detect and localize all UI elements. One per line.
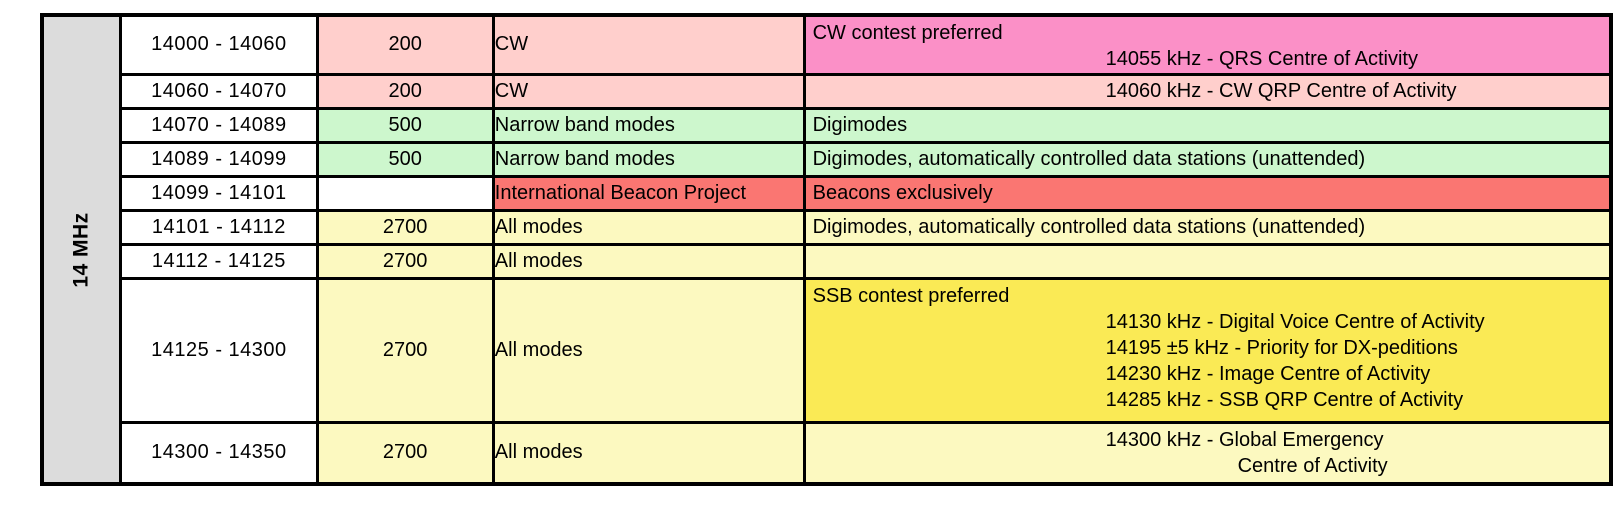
frequency-cell: 14112 - 14125: [119, 242, 319, 280]
table-row: 14089 - 14099 500 Narrow band modes Digimod…: [42, 140, 1613, 178]
bandwidth-cell: 200: [315, 72, 495, 110]
bandwidth-cell: 200: [315, 13, 495, 76]
mode-cell: All modes: [491, 420, 806, 486]
frequency-cell: 14070 - 14089: [119, 106, 319, 144]
table-row: 14101 - 14112 2700 All modes Digimodes, aut…: [42, 208, 1613, 246]
usage-cell: 14060 kHz - CW QRP Centre of Activity: [802, 72, 1613, 110]
bandwidth-cell: [315, 174, 495, 212]
table-row: 14099 - 14101 International Beacon Projec…: [42, 174, 1613, 212]
bandwidth-cell: 500: [315, 106, 495, 144]
usage-cell: Beacons exclusively: [802, 174, 1613, 212]
frequency-cell: 14089 - 14099: [119, 140, 319, 178]
mode-cell: Narrow band modes: [491, 140, 806, 178]
mode-cell: CW: [491, 72, 806, 110]
bandwidth-cell: 2700: [315, 208, 495, 246]
bandwidth-cell: 2700: [315, 242, 495, 280]
table-row: 14112 - 14125 2700 All modes: [42, 242, 1613, 280]
bandwidth-cell: 2700: [315, 420, 495, 486]
usage-cell: 14300 kHz - Global Emergency Centre of Ac…: [802, 420, 1613, 486]
mode-cell: All modes: [491, 208, 806, 246]
frequency-cell: 14099 - 14101: [119, 174, 319, 212]
mode-cell: All modes: [491, 276, 806, 424]
usage-centre-line: 14300 kHz - Global Emergency: [1105, 428, 1384, 451]
usage-centre-line: Centre of Activity: [1237, 454, 1388, 477]
usage-note: CW contest preferred: [812, 22, 1003, 44]
usage-centre-line: 14230 kHz - Image Centre of Activity: [1105, 362, 1431, 385]
frequency-cell: 14125 - 14300: [119, 276, 319, 424]
band-plan-table: 14 MHz 14000 - 14060 200 CW CW contest prefe…: [40, 13, 1613, 486]
usage-cell: SSB contest preferred 14130 kHz - Digital…: [802, 276, 1613, 424]
mode-cell: CW: [491, 13, 806, 76]
usage-note: Digimodes, automatically controlled data…: [812, 148, 1366, 170]
table-row: 14125 - 14300 2700 All modes SSB contest pr…: [42, 276, 1613, 424]
usage-cell: Digimodes, automatically controlled data…: [802, 208, 1613, 246]
usage-centre-line: 14195 ±5 kHz - Priority for DX-peditions: [1105, 336, 1458, 359]
usage-centre-line: 14060 kHz - CW QRP Centre of Activity: [1105, 80, 1457, 102]
usage-cell: [802, 242, 1613, 280]
band-column-cell: 14 MHz: [40, 13, 123, 486]
band-label: 14 MHz: [69, 211, 93, 288]
usage-cell: Digimodes: [802, 106, 1613, 144]
table-row: 14300 - 14350 2700 All modes 14300 kHz - Gl…: [42, 420, 1613, 486]
usage-note: Beacons exclusively: [812, 182, 993, 204]
mode-cell: International Beacon Project: [491, 174, 806, 212]
usage-centre-line: 14055 kHz - QRS Centre of Activity: [1105, 48, 1418, 70]
mode-cell: Narrow band modes: [491, 106, 806, 144]
table-row: 14070 - 14089 500 Narrow band modes Digimod…: [42, 106, 1613, 144]
usage-cell: Digimodes, automatically controlled data…: [802, 140, 1613, 178]
frequency-cell: 14300 - 14350: [119, 420, 319, 486]
frequency-cell: 14101 - 14112: [119, 208, 319, 246]
usage-cell: CW contest preferred 14055 kHz - QRS Cent…: [802, 13, 1613, 76]
usage-centre-line: 14285 kHz - SSB QRP Centre of Activity: [1105, 388, 1464, 411]
bandwidth-cell: 500: [315, 140, 495, 178]
bandwidth-cell: 2700: [315, 276, 495, 424]
mode-cell: All modes: [491, 242, 806, 280]
usage-note: SSB contest preferred: [812, 284, 1010, 307]
frequency-cell: 14060 - 14070: [119, 72, 319, 110]
table-row: 14060 - 14070 200 CW 14060 kHz - CW QRP Cen…: [42, 72, 1613, 110]
frequency-cell: 14000 - 14060: [119, 13, 319, 76]
usage-centre-line: 14130 kHz - Digital Voice Centre of Acti…: [1105, 310, 1485, 333]
usage-note: Digimodes, automatically controlled data…: [812, 216, 1366, 238]
table-row: 14 MHz 14000 - 14060 200 CW CW contest prefe…: [40, 13, 1613, 486]
usage-note: Digimodes: [812, 114, 908, 136]
